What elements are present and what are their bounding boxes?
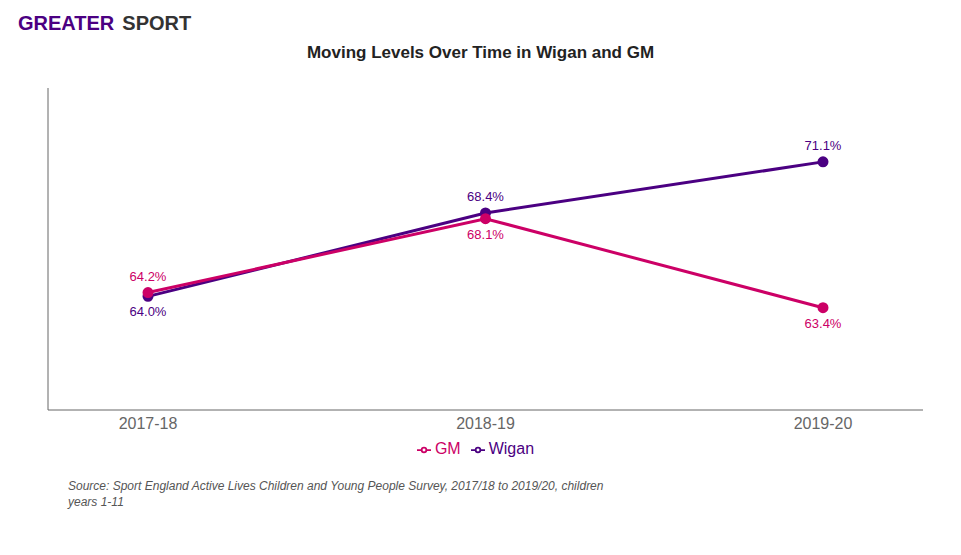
svg-text:2017-18: 2017-18 bbox=[119, 415, 178, 432]
svg-text:64.2%: 64.2% bbox=[130, 269, 167, 284]
svg-text:2018-19: 2018-19 bbox=[456, 415, 515, 432]
html-text:Moving Levels Over Time in Wig: Moving Levels Over Time in Wigan and GM bbox=[306, 43, 655, 62]
svg-text:68.1%: 68.1% bbox=[467, 227, 504, 242]
svg-text:63.4%: 63.4% bbox=[805, 316, 842, 331]
svg-text:2019-20: 2019-20 bbox=[794, 415, 853, 432]
svg-text:71.1%: 71.1% bbox=[805, 138, 842, 153]
html-text:Source: Sport England Active L: Source: Sport England Active Lives Child… bbox=[68, 479, 604, 509]
html-text:Wigan: Wigan bbox=[488, 440, 535, 457]
html-text:GM: GM bbox=[434, 440, 461, 457]
svg-text:64.0%: 64.0% bbox=[130, 304, 167, 319]
svg-text:68.4%: 68.4% bbox=[467, 189, 504, 204]
html-text:GREATER SPORT: GREATER SPORT bbox=[18, 11, 192, 34]
